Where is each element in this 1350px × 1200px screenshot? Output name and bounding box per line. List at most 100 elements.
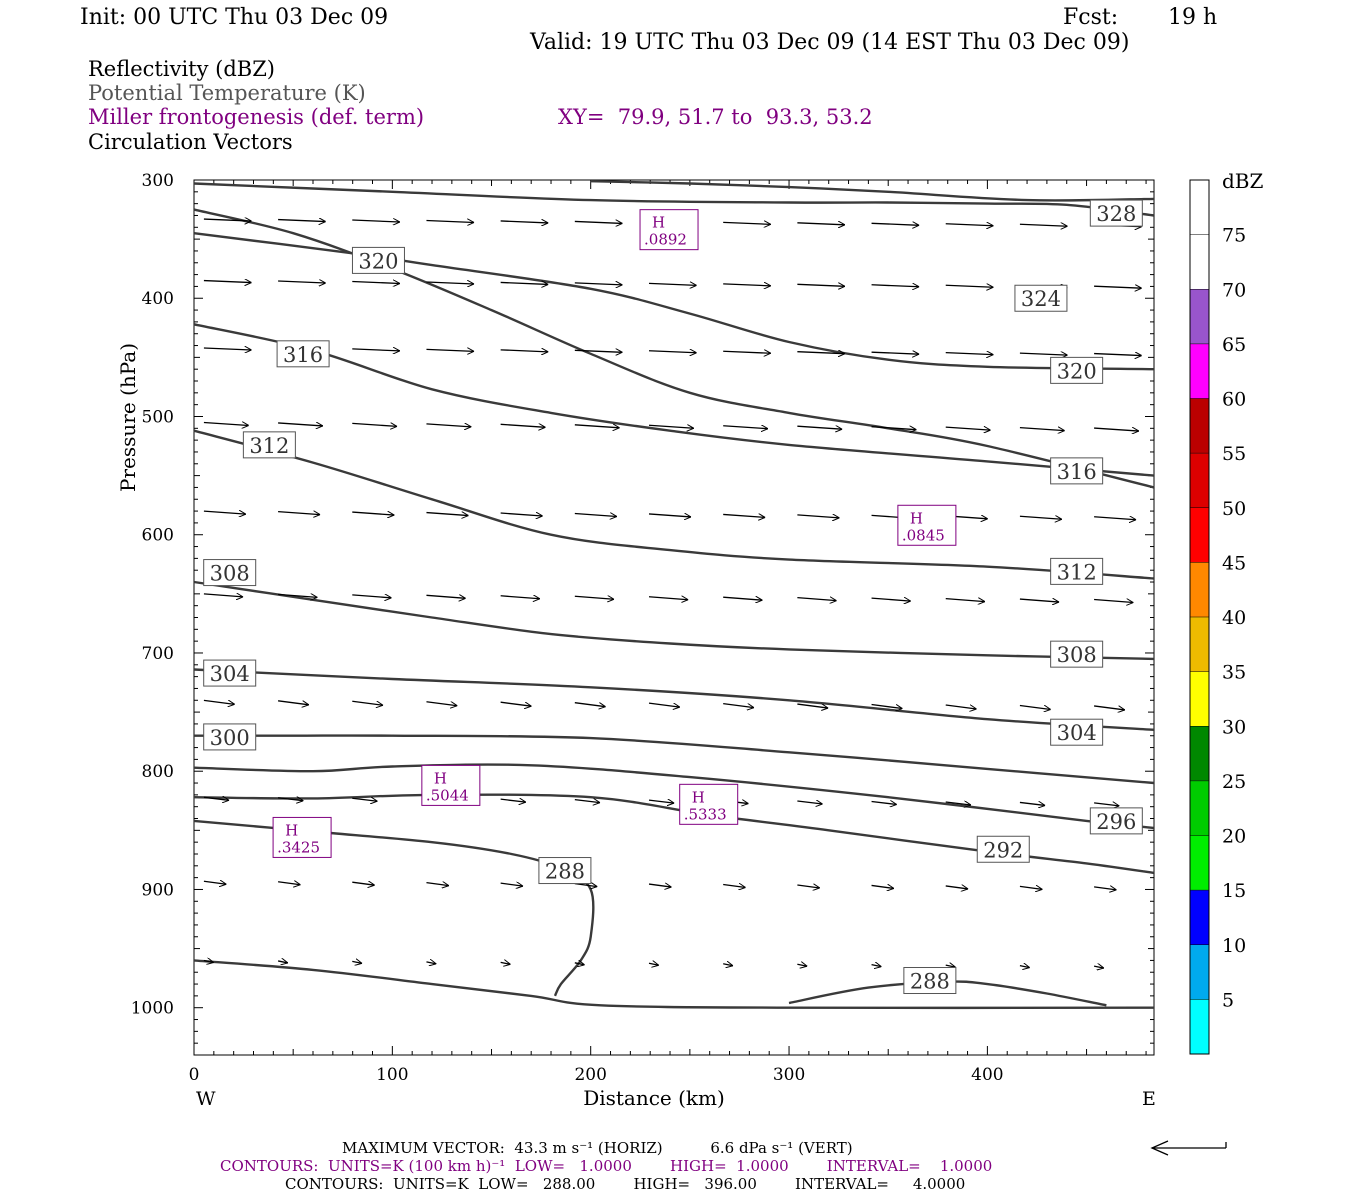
circulation-vector <box>723 885 745 888</box>
circulation-vector <box>1094 803 1119 806</box>
forecast-hours: 19 h <box>1168 5 1218 30</box>
colorbar-label: 60 <box>1222 389 1246 411</box>
circulation-vector <box>1094 428 1139 431</box>
contour-label: 288 <box>545 860 585 884</box>
frontogenesis-max-value: .0892 <box>644 231 687 249</box>
west-label: W <box>196 1088 216 1110</box>
contour-label: 304 <box>1057 721 1097 745</box>
circulation-vector <box>648 514 691 517</box>
circulation-vector <box>352 349 400 351</box>
y-tick-label: 700 <box>142 644 174 664</box>
contour-label-box <box>1050 640 1104 668</box>
colorbar-title: dBZ <box>1222 169 1264 193</box>
frontogenesis-max-box <box>272 816 332 858</box>
colorbar-label: 25 <box>1222 771 1246 793</box>
circulation-vector <box>203 594 243 597</box>
circulation-vector <box>277 961 288 963</box>
colorbar-label: 5 <box>1222 989 1234 1011</box>
y-tick-label: 1000 <box>131 999 174 1019</box>
circulation-vector <box>1094 600 1133 603</box>
colorbar-label: 20 <box>1222 826 1246 848</box>
frontogenesis-max-symbol: H <box>652 214 665 232</box>
circulation-vector <box>871 352 920 354</box>
circulation-vector <box>871 885 894 888</box>
axis-labels: 300 400 500 600 700 800 900 1000 0 100 200 300 400 W E… <box>116 171 1156 1110</box>
contours-note-theta: CONTOURS: UNITS=K LOW= 288.00 HIGH= 396.… <box>285 1175 966 1193</box>
circulation-vector <box>500 424 546 427</box>
contour-label: 316 <box>283 343 323 367</box>
circulation-vector <box>426 701 457 706</box>
contour-label-box <box>242 431 296 459</box>
reference-vector-arrow <box>1150 1140 1227 1156</box>
colorbar-cell <box>1190 507 1209 563</box>
frontogenesis-max-box <box>421 764 481 806</box>
plot-frame <box>193 179 1155 1056</box>
theta-contour-line <box>193 668 1155 731</box>
circulation-vector <box>278 882 300 885</box>
circulation-vector <box>648 800 674 803</box>
y-tick-label: 500 <box>142 407 174 427</box>
theta-contours <box>193 180 1155 1010</box>
circulation-vector <box>871 223 920 225</box>
circulation-vector <box>723 514 765 517</box>
circulation-vector <box>574 513 617 516</box>
contour-label: 304 <box>210 662 250 686</box>
circulation-vector <box>1094 517 1136 520</box>
circulation-vector <box>1019 224 1068 226</box>
colorbar-cell <box>1190 726 1209 781</box>
frontogenesis-max-symbol: H <box>692 788 705 806</box>
circulation-vector <box>871 965 882 967</box>
circulation-vector <box>723 597 762 600</box>
contour-label: 296 <box>1096 810 1136 834</box>
field-theta: Potential Temperature (K) <box>88 81 366 105</box>
theta-contour-line <box>590 180 1155 202</box>
contour-label: 324 <box>1021 287 1061 311</box>
circulation-vector <box>278 798 303 801</box>
circulation-vector <box>797 885 819 888</box>
circulation-vector <box>1094 887 1116 890</box>
circulation-vector <box>203 219 252 221</box>
theta-contour-line <box>193 208 1155 489</box>
theta-contour-line <box>193 323 1155 477</box>
circulation-vector <box>426 595 465 598</box>
circulation-vector <box>797 426 842 429</box>
circulation-vector <box>648 597 688 600</box>
contour-label: 320 <box>358 249 398 273</box>
circulation-vector <box>203 881 226 884</box>
x-tick-label: 100 <box>376 1065 408 1085</box>
axis-ticks <box>193 179 1154 1056</box>
circulation-vector <box>871 703 903 709</box>
colorbar-label: 15 <box>1222 880 1246 902</box>
contour-label-box <box>1014 284 1068 312</box>
circulation-vector <box>648 283 697 285</box>
colorbar-cell <box>1190 453 1209 508</box>
contour-label-box <box>1050 557 1104 585</box>
circulation-vector <box>1019 704 1051 709</box>
circulation-vector <box>1019 802 1045 805</box>
circulation-vector <box>426 883 448 886</box>
y-tick-label: 600 <box>142 526 174 546</box>
circulation-vector <box>203 422 249 425</box>
colorbar-label: 10 <box>1222 935 1246 957</box>
circulation-vector <box>797 598 836 601</box>
circulation-vector <box>1019 353 1068 355</box>
field-frontogenesis: Miller frontogenesis (def. term) <box>88 105 425 129</box>
circulation-vector <box>723 222 771 224</box>
circulation-vector <box>648 425 694 428</box>
circulation-vector <box>945 353 994 355</box>
x-tick-label: 400 <box>971 1065 1003 1085</box>
circulation-vector <box>352 282 400 284</box>
colorbar-cell <box>1190 343 1209 399</box>
circulation-vector <box>797 801 822 804</box>
frontogenesis-max-value: .3425 <box>277 838 320 856</box>
circulation-vector <box>500 350 549 352</box>
circulation-vector <box>203 348 252 350</box>
circulation-vector <box>574 221 623 223</box>
circulation-vector <box>203 960 214 962</box>
circulation-vector <box>500 799 526 802</box>
contour-label-box <box>203 723 257 751</box>
circulation-vector <box>648 884 671 887</box>
colorbar-label: 50 <box>1222 498 1246 520</box>
circulation-vector <box>945 886 968 889</box>
